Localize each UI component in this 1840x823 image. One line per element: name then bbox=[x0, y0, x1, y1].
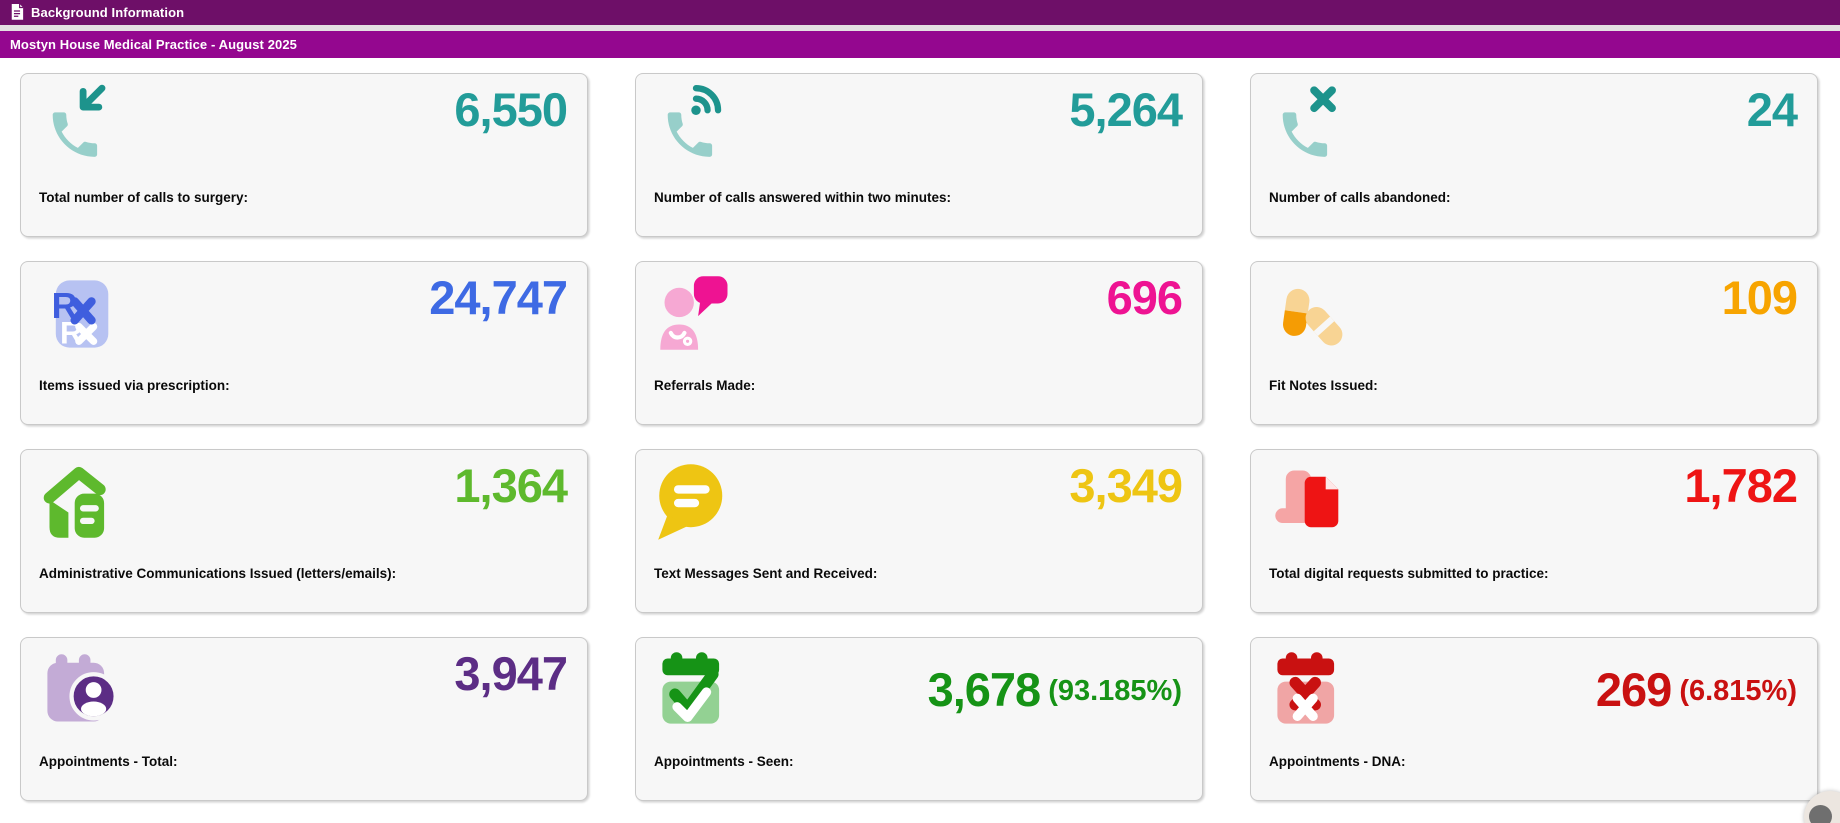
metric-value: 6,550 bbox=[454, 83, 568, 136]
metric-label: Referrals Made: bbox=[654, 378, 756, 393]
document-icon bbox=[10, 4, 24, 21]
card-digital-requests: 1,782 Total digital requests submitted t… bbox=[1250, 449, 1818, 613]
metric-label: Fit Notes Issued: bbox=[1269, 378, 1378, 393]
envelope-open-text-icon bbox=[39, 460, 123, 544]
card-prescription-items: R R 24,747 Items issued via prescription… bbox=[20, 261, 588, 425]
practice-subtitle: Mostyn House Medical Practice - August 2… bbox=[10, 37, 298, 52]
card-text-messages: 3,349 Text Messages Sent and Received: bbox=[635, 449, 1203, 613]
card-calls-answered: 5,264 Number of calls answered within tw… bbox=[635, 73, 1203, 237]
card-calls-abandoned: 24 Number of calls abandoned: bbox=[1250, 73, 1818, 237]
metric-value: 5,264 bbox=[1069, 83, 1183, 136]
card-fit-notes: 109 Fit Notes Issued: bbox=[1250, 261, 1818, 425]
calendar-x-icon bbox=[1269, 648, 1353, 732]
laptop-file-icon bbox=[1269, 460, 1353, 544]
metrics-grid: 6,550 Total number of calls to surgery: … bbox=[20, 73, 1818, 801]
card-admin-communications: 1,364 Administrative Communications Issu… bbox=[20, 449, 588, 613]
metric-label: Appointments - Seen: bbox=[654, 754, 794, 769]
card-appointments-total: 3,947 Appointments - Total: bbox=[20, 637, 588, 801]
floating-widget-icon bbox=[1809, 805, 1832, 823]
metric-value: 24 bbox=[1746, 83, 1798, 136]
card-calls-total: 6,550 Total number of calls to surgery: bbox=[20, 73, 588, 237]
metric-label: Administrative Communications Issued (le… bbox=[39, 566, 397, 581]
metric-label: Total number of calls to surgery: bbox=[39, 190, 249, 205]
metric-label: Text Messages Sent and Received: bbox=[654, 566, 878, 581]
header-divider bbox=[0, 25, 1840, 31]
metric-value: 24,747 bbox=[429, 271, 568, 324]
metric-value: 3,678 (93.185%) bbox=[927, 663, 1182, 716]
metric-label: Number of calls abandoned: bbox=[1269, 190, 1451, 205]
metric-value: 696 bbox=[1106, 271, 1183, 324]
phone-missed-icon bbox=[1269, 84, 1353, 168]
metric-label: Appointments - Total: bbox=[39, 754, 178, 769]
card-referrals-made: 696 Referrals Made: bbox=[635, 261, 1203, 425]
doctor-message-icon bbox=[654, 272, 738, 356]
speech-bubble-icon bbox=[654, 460, 738, 544]
floating-widget[interactable] bbox=[1804, 791, 1840, 823]
card-appointments-seen: 3,678 (93.185%) Appointments - Seen: bbox=[635, 637, 1203, 801]
metric-value: 3,947 bbox=[454, 647, 568, 700]
card-appointments-dna: 269 (6.815%) Appointments - DNA: bbox=[1250, 637, 1818, 801]
page-title: Background Information bbox=[31, 5, 185, 20]
pills-icon bbox=[1269, 272, 1353, 356]
prescription-rx-icon: R R bbox=[39, 272, 123, 356]
metric-label: Total digital requests submitted to prac… bbox=[1269, 566, 1549, 581]
metric-label: Number of calls answered within two minu… bbox=[654, 190, 952, 205]
title-bar: Background Information bbox=[0, 0, 1840, 25]
metric-label: Appointments - DNA: bbox=[1269, 754, 1406, 769]
metric-percent: (93.185%) bbox=[1048, 675, 1182, 707]
metric-value: 3,349 bbox=[1069, 459, 1183, 512]
calendar-check-icon bbox=[654, 648, 738, 732]
metric-percent: (6.815%) bbox=[1679, 675, 1797, 707]
metric-value: 109 bbox=[1721, 271, 1798, 324]
metric-value: 1,782 bbox=[1684, 459, 1798, 512]
calendar-user-icon bbox=[39, 648, 123, 732]
phone-volume-icon bbox=[654, 84, 738, 168]
metric-value: 1,364 bbox=[454, 459, 568, 512]
metric-value: 269 (6.815%) bbox=[1595, 663, 1797, 716]
subtitle-bar: Mostyn House Medical Practice - August 2… bbox=[0, 31, 1840, 58]
metric-label: Items issued via prescription: bbox=[39, 378, 230, 393]
phone-incoming-icon bbox=[39, 84, 123, 168]
